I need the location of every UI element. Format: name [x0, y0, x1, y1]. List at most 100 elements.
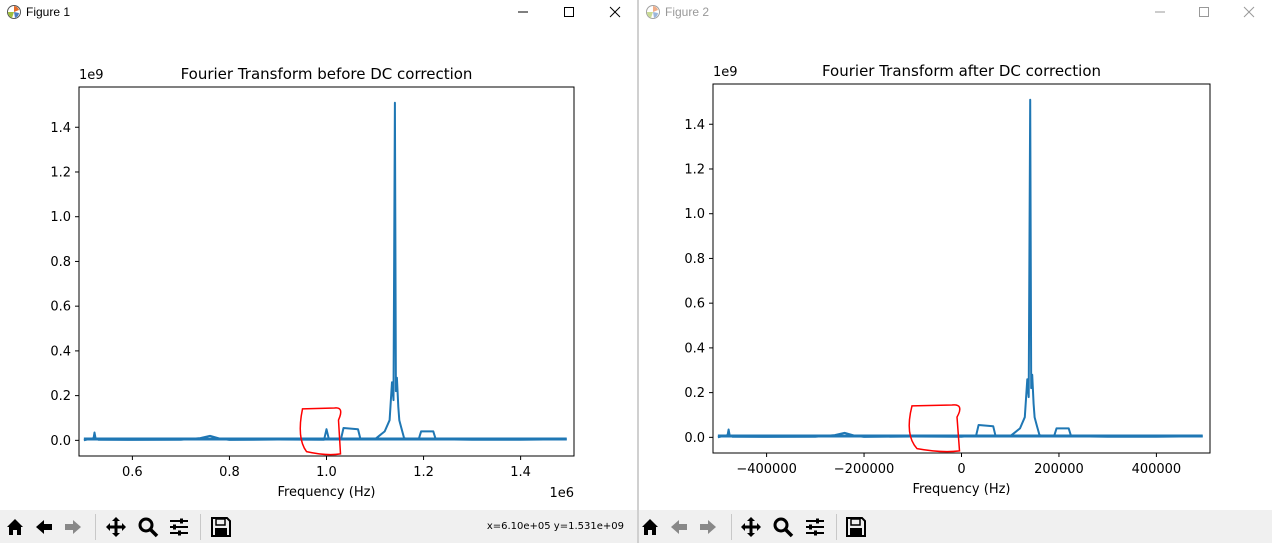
- figure-canvas[interactable]: Fourier Transform after DC correction 0.0…: [639, 24, 1272, 510]
- window-divider: [637, 0, 639, 543]
- x-tick-label: 1.4: [510, 465, 531, 480]
- minimize-icon: [518, 11, 528, 13]
- minimize-icon: [1155, 11, 1165, 13]
- y-tick-label: 0.2: [684, 386, 705, 401]
- chart-title: Fourier Transform after DC correction: [822, 62, 1101, 80]
- zoom-icon: [773, 517, 794, 538]
- y-tick-label: 1.0: [50, 210, 71, 225]
- y-tick-label: 1.0: [684, 207, 705, 222]
- maximize-icon: [1199, 7, 1209, 17]
- back-button[interactable]: [666, 514, 692, 540]
- toolbar-separator: [836, 514, 837, 540]
- save-button[interactable]: [843, 514, 869, 540]
- close-icon: [609, 6, 621, 18]
- y-tick-label: 0.8: [684, 252, 705, 267]
- y-tick-label: 1.2: [684, 162, 705, 177]
- window-title: Figure 2: [665, 5, 710, 19]
- minimize-button[interactable]: [1137, 0, 1183, 24]
- y-tick-label: 0.2: [50, 389, 71, 404]
- zoom-icon: [138, 517, 159, 538]
- noise-floor-band: [83, 437, 567, 441]
- back-arrow-icon: [671, 520, 687, 534]
- x-tick-label: −400000: [736, 462, 797, 477]
- configure-subplots-button[interactable]: [166, 514, 192, 540]
- figure-canvas[interactable]: Fourier Transform before DC correction 0.…: [0, 24, 638, 510]
- chart-plot: Fourier Transform after DC correction 0.0…: [684, 62, 1211, 497]
- y-tick-label: 0.6: [684, 297, 705, 312]
- axes-frame: [78, 86, 575, 457]
- close-button[interactable]: [592, 0, 638, 24]
- home-button[interactable]: [639, 514, 663, 540]
- chart-plot: Fourier Transform before DC correction 0.…: [50, 65, 575, 501]
- y-offset-label: 1e9: [713, 65, 738, 80]
- navigation-toolbar: x=6.10e+05 y=1.531e+09: [0, 510, 638, 543]
- back-button[interactable]: [31, 514, 57, 540]
- zoom-button[interactable]: [770, 514, 796, 540]
- save-icon: [211, 517, 231, 537]
- figure-2-window: Figure 2 Fourier Transform after DC corr…: [639, 0, 1272, 543]
- minimize-button[interactable]: [500, 0, 546, 24]
- forward-button[interactable]: [695, 514, 721, 540]
- y-tick-label: 0.4: [50, 344, 71, 359]
- x-tick-label: 200000: [1034, 462, 1084, 477]
- x-tick-label: −200000: [834, 462, 895, 477]
- x-axis-label: Frequency (Hz): [277, 485, 375, 500]
- configure-subplots-icon: [806, 518, 824, 536]
- zoom-button[interactable]: [135, 514, 161, 540]
- y-tick-label: 0.8: [50, 255, 71, 270]
- close-icon: [1243, 6, 1255, 18]
- home-icon: [7, 519, 23, 535]
- pan-icon: [106, 517, 126, 537]
- home-button[interactable]: [2, 514, 28, 540]
- y-tick-label: 1.4: [50, 121, 71, 136]
- maximize-button[interactable]: [546, 0, 592, 24]
- x-tick-label: 1.0: [316, 465, 337, 480]
- title-bar: Figure 2: [639, 0, 1272, 24]
- y-tick-label: 1.2: [50, 165, 71, 180]
- y-offset-label: 1e9: [79, 68, 104, 83]
- toolbar-separator: [95, 514, 96, 540]
- x-offset-label: 1e6: [549, 486, 574, 501]
- x-tick-label: 0.6: [122, 465, 143, 480]
- configure-subplots-button[interactable]: [802, 514, 828, 540]
- configure-subplots-icon: [170, 518, 188, 536]
- x-axis-label: Frequency (Hz): [912, 482, 1010, 497]
- x-tick-label: 1.2: [413, 465, 434, 480]
- save-button[interactable]: [208, 514, 234, 540]
- window-title: Figure 1: [26, 5, 71, 19]
- figure-1-window: Figure 1 Fourier Transform before DC cor…: [0, 0, 638, 543]
- pan-button[interactable]: [103, 514, 129, 540]
- series-line: [83, 101, 567, 442]
- y-tick-label: 1.4: [684, 118, 705, 133]
- pan-button[interactable]: [738, 514, 764, 540]
- close-button[interactable]: [1226, 0, 1272, 24]
- series-line: [717, 98, 1203, 439]
- navigation-toolbar: [639, 510, 1272, 543]
- forward-button[interactable]: [60, 514, 86, 540]
- x-tick-label: 400000: [1132, 462, 1182, 477]
- pan-icon: [741, 517, 761, 537]
- x-tick-label: 0.8: [219, 465, 240, 480]
- title-bar: Figure 1: [0, 0, 638, 24]
- home-icon: [642, 519, 658, 535]
- toolbar-separator: [731, 514, 732, 540]
- forward-arrow-icon: [700, 520, 716, 534]
- red-highlight-annotation: [299, 407, 342, 456]
- maximize-button[interactable]: [1181, 0, 1227, 24]
- save-icon: [846, 517, 866, 537]
- axes-frame: [712, 83, 1211, 454]
- forward-arrow-icon: [65, 520, 81, 534]
- toolbar-separator: [200, 514, 201, 540]
- y-tick-label: 0.6: [50, 300, 71, 315]
- maximize-icon: [564, 7, 574, 17]
- red-highlight-annotation: [908, 404, 961, 453]
- y-tick-label: 0.0: [684, 431, 705, 446]
- back-arrow-icon: [36, 520, 52, 534]
- matplotlib-logo-icon: [646, 5, 660, 19]
- noise-floor-band: [717, 434, 1203, 438]
- matplotlib-logo-icon: [7, 5, 21, 19]
- chart-title: Fourier Transform before DC correction: [181, 65, 473, 83]
- x-tick-label: 0: [957, 462, 965, 477]
- y-tick-label: 0.0: [50, 434, 71, 449]
- y-tick-label: 0.4: [684, 341, 705, 356]
